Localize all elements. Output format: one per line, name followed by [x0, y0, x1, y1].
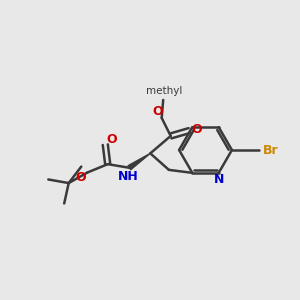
Text: NH: NH	[117, 170, 138, 183]
Text: methyl: methyl	[146, 86, 182, 96]
Text: O: O	[152, 105, 163, 118]
Polygon shape	[128, 153, 150, 170]
Text: O: O	[106, 134, 117, 146]
Text: O: O	[75, 172, 86, 184]
Text: Br: Br	[262, 143, 278, 157]
Text: O: O	[191, 123, 202, 136]
Text: N: N	[214, 173, 224, 186]
